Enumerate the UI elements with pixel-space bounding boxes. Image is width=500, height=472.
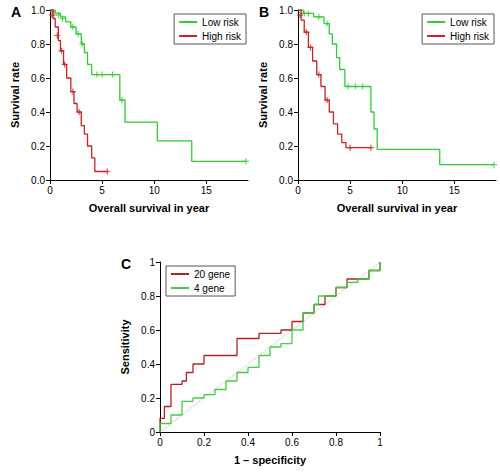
svg-text:High risk: High risk [202,31,242,42]
svg-text:0: 0 [295,185,301,196]
svg-text:0.2: 0.2 [279,141,293,152]
svg-text:Low risk: Low risk [202,17,240,28]
svg-text:0.4: 0.4 [241,437,255,448]
svg-text:1 – specificity: 1 – specificity [234,454,307,466]
svg-text:B: B [259,4,269,20]
svg-text:Survival rate: Survival rate [257,62,269,128]
svg-text:0.2: 0.2 [197,437,211,448]
svg-text:1.0: 1.0 [279,5,293,16]
svg-text:0.8: 0.8 [279,39,293,50]
svg-text:4 gene: 4 gene [194,283,225,294]
svg-text:1.0: 1.0 [31,5,45,16]
svg-text:0.6: 0.6 [141,325,155,336]
svg-text:High risk: High risk [450,31,490,42]
svg-text:5: 5 [347,185,353,196]
svg-text:Sensitivity: Sensitivity [119,319,131,375]
svg-text:Overall survival in year: Overall survival in year [89,202,210,214]
svg-text:0.8: 0.8 [31,39,45,50]
svg-text:A: A [11,4,21,20]
svg-text:0.0: 0.0 [279,175,293,186]
svg-text:0.2: 0.2 [31,141,45,152]
svg-text:Low risk: Low risk [450,17,488,28]
svg-text:0: 0 [157,437,163,448]
svg-text:0.4: 0.4 [279,107,293,118]
svg-text:1: 1 [149,257,155,268]
svg-text:0.2: 0.2 [141,393,155,404]
svg-text:10: 10 [149,185,161,196]
svg-text:15: 15 [201,185,213,196]
svg-text:0.8: 0.8 [329,437,343,448]
svg-text:0: 0 [47,185,53,196]
svg-text:0.4: 0.4 [31,107,45,118]
svg-text:1: 1 [377,437,383,448]
svg-text:Survival rate: Survival rate [9,62,21,128]
svg-text:0: 0 [149,427,155,438]
svg-text:Overall survival in year: Overall survival in year [337,202,458,214]
svg-text:0.6: 0.6 [31,73,45,84]
svg-text:0.0: 0.0 [31,175,45,186]
svg-text:0.8: 0.8 [141,291,155,302]
svg-text:0.6: 0.6 [279,73,293,84]
svg-text:0.4: 0.4 [141,359,155,370]
svg-text:5: 5 [99,185,105,196]
svg-text:20 gene: 20 gene [194,269,231,280]
svg-text:0.6: 0.6 [285,437,299,448]
svg-text:15: 15 [449,185,461,196]
svg-text:10: 10 [397,185,409,196]
svg-text:C: C [121,256,131,272]
